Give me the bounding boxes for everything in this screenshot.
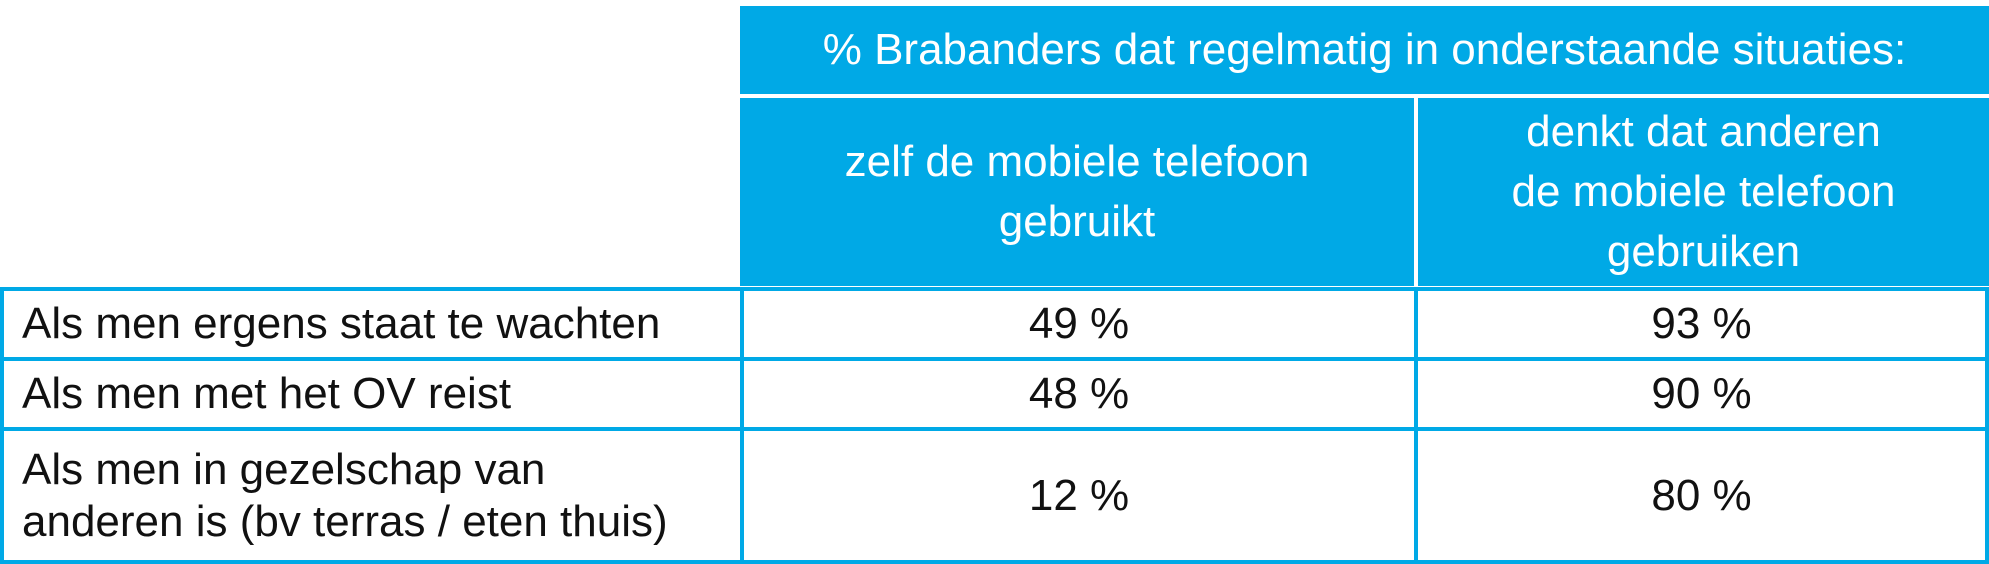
table-row: Als men met het OV reist 48 % 90 % xyxy=(0,357,1989,431)
column-header-self-label: zelf de mobiele telefoon gebruikt xyxy=(844,137,1310,246)
table-body: Als men ergens staat te wachten 49 % 93 … xyxy=(0,287,1989,564)
table-title-header: % Brabanders dat regelmatig in onderstaa… xyxy=(740,6,1989,94)
row-label: Als men met het OV reist xyxy=(0,357,744,431)
table-row: Als men ergens staat te wachten 49 % 93 … xyxy=(0,287,1989,361)
row-label: Als men in gezelschap van anderen is (bv… xyxy=(0,427,744,564)
value-self: 49 % xyxy=(740,287,1418,361)
value-others: 90 % xyxy=(1414,357,1989,431)
value-self: 48 % xyxy=(740,357,1418,431)
column-header-self: zelf de mobiele telefoon gebruikt xyxy=(740,98,1414,286)
table-row: Als men in gezelschap van anderen is (bv… xyxy=(0,427,1989,564)
row-label: Als men ergens staat te wachten xyxy=(0,287,744,361)
value-self: 12 % xyxy=(740,427,1418,564)
table-title: % Brabanders dat regelmatig in onderstaa… xyxy=(822,25,1907,74)
column-header-others-label: denkt dat anderen de mobiele telefoon ge… xyxy=(1511,107,1896,276)
value-others: 93 % xyxy=(1414,287,1989,361)
column-header-others: denkt dat anderen de mobiele telefoon ge… xyxy=(1418,98,1989,286)
value-others: 80 % xyxy=(1414,427,1989,564)
